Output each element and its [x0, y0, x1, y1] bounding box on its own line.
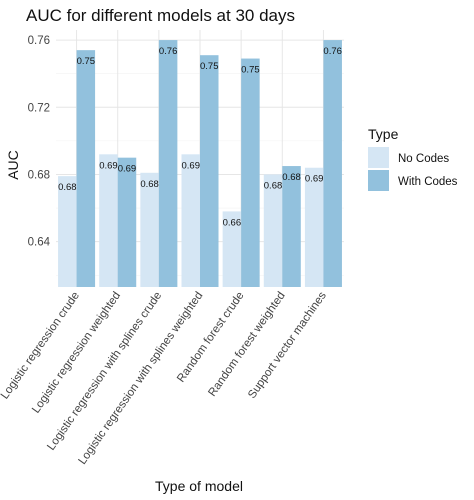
bars: [58, 40, 342, 288]
legend: Type No Codes With Codes: [368, 126, 458, 191]
chart-title: AUC for different models at 30 days: [26, 6, 295, 25]
legend-key-with-codes: [368, 170, 389, 191]
data-labels: 0.680.750.69 0.690.680.760.690.750.660.75…: [58, 46, 342, 228]
bar-with-codes: [241, 58, 260, 287]
bar-value-label: 0.69: [181, 160, 200, 171]
bar-with-codes: [200, 55, 219, 288]
bar-with-codes: [158, 40, 178, 287]
y-tick-label: 0.72: [28, 102, 50, 114]
legend-title: Type: [368, 126, 399, 142]
bar-no-codes: [58, 176, 77, 287]
bar-value-label: 0.66: [223, 217, 242, 228]
bar-value-label: 0.69: [118, 164, 137, 175]
legend-label: No Codes: [398, 153, 449, 165]
bar-with-codes: [117, 157, 137, 287]
bar-with-codes: [282, 166, 301, 287]
bar-no-codes: [263, 174, 283, 287]
bar-value-label: 0.69: [99, 160, 118, 171]
bar-value-label: 0.75: [77, 56, 96, 67]
legend-label: With Codes: [398, 176, 458, 188]
bar-value-label: 0.68: [264, 180, 283, 191]
bar-no-codes: [99, 154, 118, 287]
bar-with-codes: [76, 50, 96, 288]
bar-value-label: 0.75: [241, 65, 260, 76]
bar-value-label: 0.76: [159, 46, 178, 57]
legend-key-no-codes: [368, 147, 389, 168]
bar-value-label: 0.76: [323, 46, 342, 57]
bar-value-label: 0.69: [305, 174, 324, 185]
y-tick-label: 0.64: [28, 237, 51, 249]
bar-no-codes: [222, 211, 242, 287]
bar-no-codes: [181, 154, 200, 287]
x-axis-title: Type of model: [155, 478, 243, 494]
y-tick-label: 0.76: [28, 35, 50, 47]
bar-value-label: 0.75: [200, 61, 219, 72]
y-axis-title: AUC: [5, 150, 21, 180]
y-axis-ticks: 0.64 0.68 0.72 0.76: [28, 35, 51, 249]
bar-no-codes: [304, 167, 324, 287]
y-tick-label: 0.68: [28, 169, 50, 181]
bar-value-label: 0.68: [282, 172, 301, 183]
bar-with-codes: [323, 40, 342, 287]
bar-no-codes: [140, 172, 159, 287]
bar-value-label: 0.68: [140, 179, 159, 190]
bar-value-label: 0.68: [58, 182, 77, 193]
